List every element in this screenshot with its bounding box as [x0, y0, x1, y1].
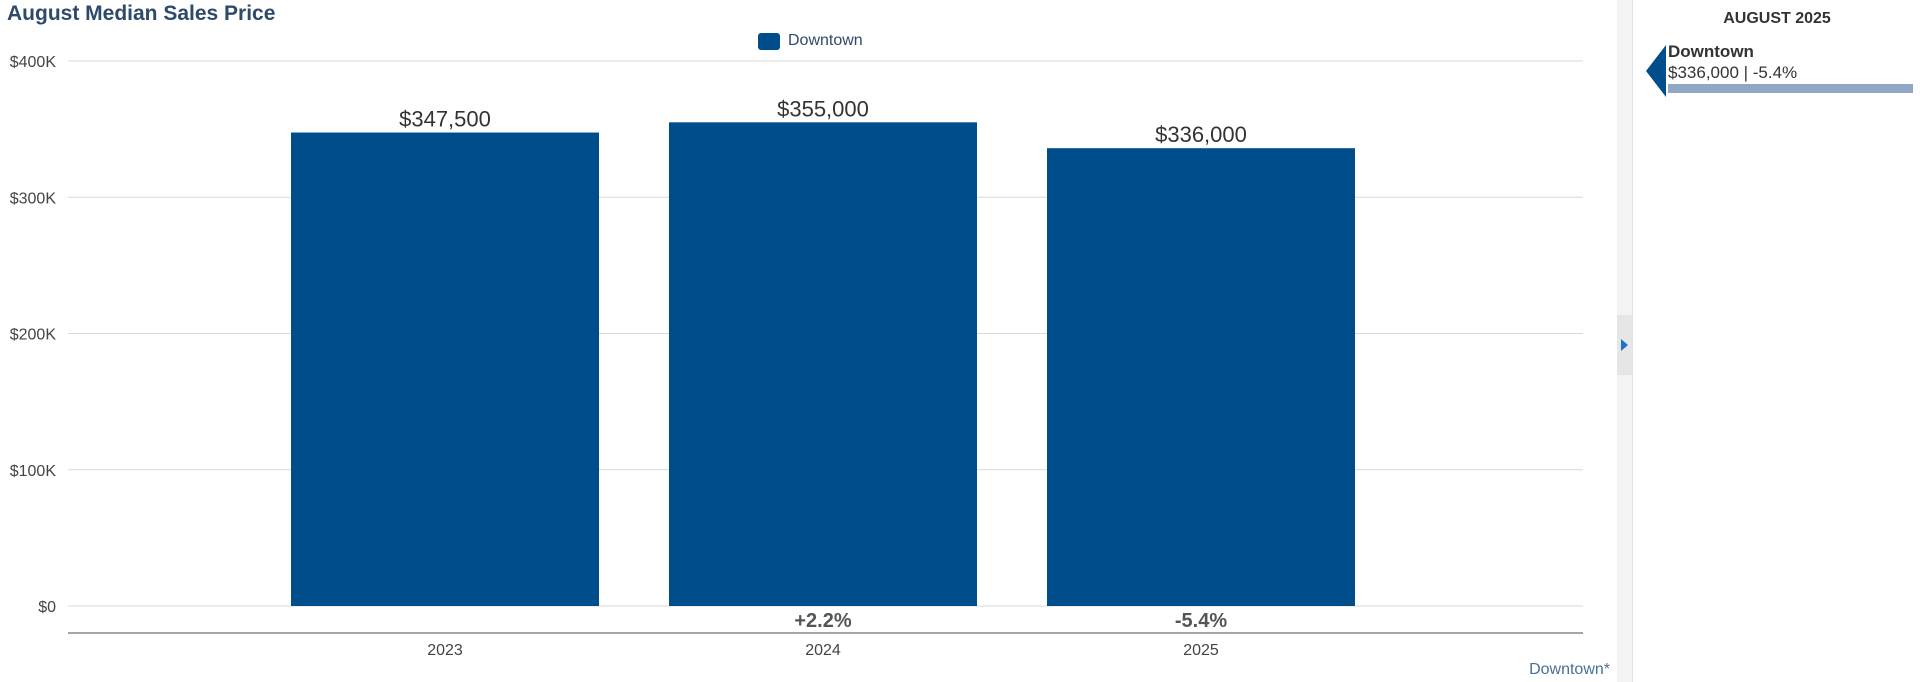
legend-label: Downtown — [788, 32, 863, 49]
pointer-left-icon — [1646, 45, 1666, 97]
side-panel: AUGUST 2025 Downtown $336,000 | -5.4% — [1632, 0, 1920, 682]
y-axis: $0 $100K $200K $300K $400K — [10, 54, 57, 616]
panel-header: AUGUST 2025 — [1723, 10, 1831, 27]
panel-item-downtown[interactable]: Downtown $336,000 | -5.4% — [1633, 42, 1920, 98]
y-tick-label: $400K — [10, 54, 57, 71]
chevron-right-icon — [1621, 339, 1628, 351]
legend[interactable]: Downtown — [758, 32, 863, 50]
change-label-2025: -5.4% — [1175, 610, 1227, 632]
bar-chart: $0 $100K $200K $300K $400K $347,500 $355,000 +… — [10, 54, 1583, 659]
bars: $347,500 $355,000 +2.2% $336,000 -5.4% — [291, 96, 1355, 632]
y-tick-label: $0 — [38, 599, 56, 616]
panel-item-value: $336,000 | -5.4% — [1668, 63, 1798, 82]
y-tick-label: $100K — [10, 463, 57, 480]
y-tick-label: $200K — [10, 327, 57, 344]
panel-item-name: Downtown — [1668, 42, 1754, 61]
panel-item-bar — [1668, 84, 1913, 93]
x-axis: 2023 2024 2025 — [68, 632, 1583, 659]
x-tick-label: 2025 — [1183, 642, 1219, 659]
bar-2025 — [1047, 148, 1355, 606]
legend-swatch — [758, 32, 780, 50]
data-label-2024: $355,000 — [777, 96, 869, 121]
x-tick-label: 2023 — [427, 642, 463, 659]
data-label-2023: $347,500 — [399, 107, 491, 132]
chart-title: August Median Sales Price — [7, 2, 276, 25]
y-tick-label: $300K — [10, 190, 57, 207]
bar-2023 — [291, 132, 599, 606]
bar-2024 — [669, 122, 977, 606]
x-tick-label: 2024 — [805, 642, 841, 659]
data-label-2025: $336,000 — [1155, 122, 1247, 147]
change-label-2024: +2.2% — [794, 610, 851, 632]
footnote[interactable]: Downtown* — [1529, 661, 1610, 678]
collapse-panel-button[interactable] — [1617, 315, 1632, 375]
